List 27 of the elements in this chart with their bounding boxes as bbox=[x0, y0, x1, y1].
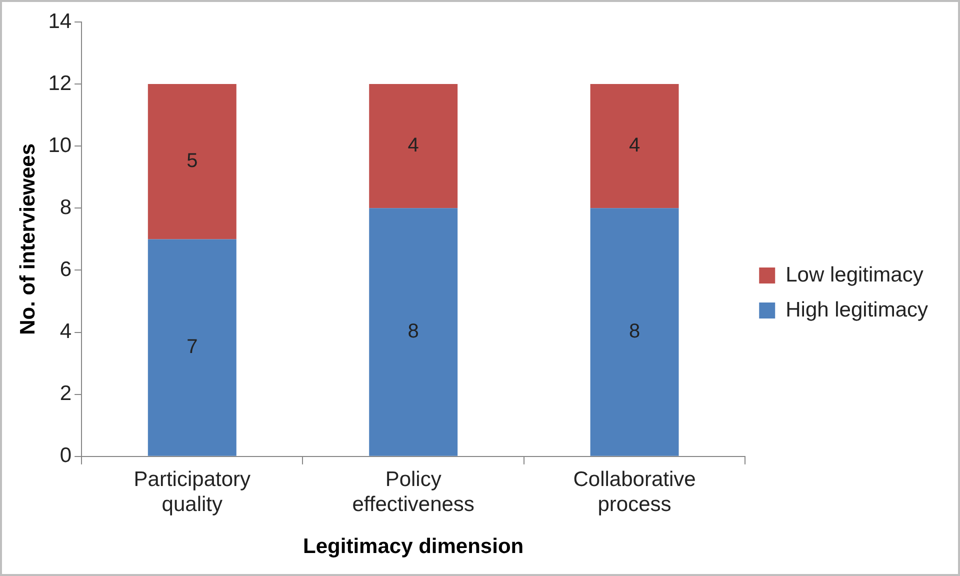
y-tick-label: 6 bbox=[60, 258, 72, 282]
bar bbox=[148, 84, 236, 240]
y-tick-label: 4 bbox=[60, 320, 72, 344]
legend-label: Low legitimacy bbox=[786, 263, 924, 286]
y-tick-label: 14 bbox=[48, 10, 72, 33]
data-label: 8 bbox=[408, 320, 419, 343]
y-tick-label: 10 bbox=[48, 134, 72, 157]
data-label: 5 bbox=[186, 150, 198, 172]
y-tick-label: 8 bbox=[60, 196, 72, 219]
x-tick-label: Collaborative process bbox=[573, 468, 696, 516]
bar bbox=[590, 84, 679, 208]
bar bbox=[369, 208, 458, 456]
y-tick-label: 12 bbox=[48, 72, 72, 95]
data-label: 7 bbox=[186, 336, 198, 358]
x-axis-title: Legitimacy dimension bbox=[303, 535, 524, 558]
y-axis-title: No. of interviewees bbox=[16, 144, 40, 335]
data-label: 4 bbox=[628, 134, 640, 157]
bar bbox=[148, 239, 236, 456]
data-label: 4 bbox=[408, 134, 419, 157]
y-tick-label: 2 bbox=[60, 382, 72, 406]
y-tick-label: 0 bbox=[60, 444, 72, 468]
legend-label: High legitimacy bbox=[786, 298, 928, 322]
x-tick-label: Policy effectiveness bbox=[352, 468, 474, 516]
bar bbox=[369, 84, 458, 208]
data-label: 8 bbox=[628, 320, 640, 343]
x-tick-label: Participatory quality bbox=[134, 468, 251, 516]
bar bbox=[590, 208, 679, 456]
